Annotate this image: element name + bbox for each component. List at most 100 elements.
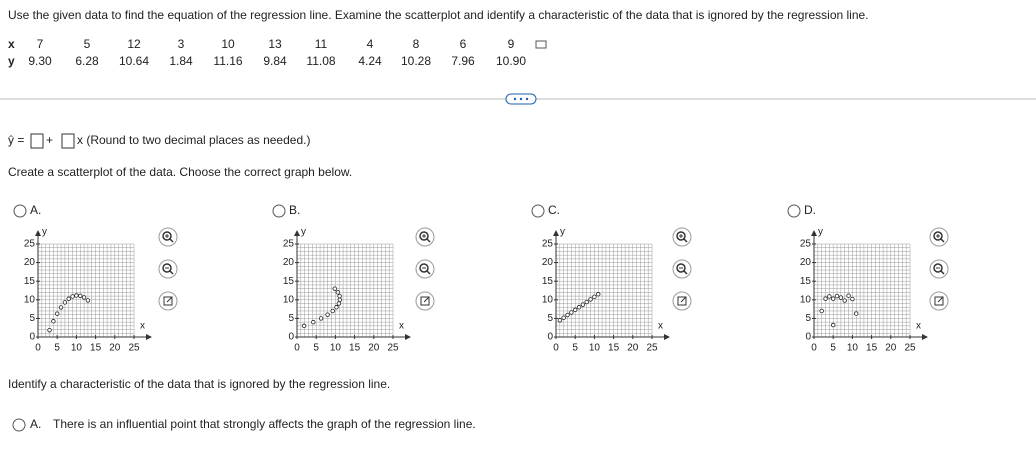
zoom-in[interactable] (415, 227, 435, 247)
table-cell: 11 (315, 37, 328, 51)
icon (676, 263, 686, 273)
y-tick-label: 20 (283, 257, 295, 268)
options: A. x y 0 5 10 15 20 25 0 5 10 15 20 25 B. x y 0 5 10 15 20 25 0 5… (13, 203, 949, 354)
table-cell: 9.84 (263, 54, 287, 68)
icon (169, 238, 174, 243)
point (592, 294, 597, 300)
icon (676, 231, 686, 241)
more-button[interactable] (505, 93, 537, 105)
x-tick-label: 25 (387, 343, 399, 354)
x-tick-label: 25 (904, 343, 916, 354)
radio[interactable] (272, 204, 286, 218)
zoom-out[interactable] (929, 259, 949, 279)
option-label: B. (289, 203, 300, 217)
y-tick-label: 5 (288, 313, 294, 324)
icon (163, 296, 173, 306)
x-tick-label: 20 (627, 343, 639, 354)
point (573, 307, 578, 313)
icon (419, 231, 429, 241)
intercept-input[interactable] (30, 133, 44, 149)
point (580, 302, 586, 307)
x-tick-label: 25 (128, 343, 140, 354)
point (325, 312, 330, 317)
axis-label: y (560, 227, 565, 238)
point (62, 300, 68, 305)
x-tick-label: 20 (885, 343, 897, 354)
point (854, 311, 859, 316)
axis-label: x (399, 321, 404, 332)
point (569, 310, 574, 315)
zoom-in[interactable] (929, 227, 949, 247)
y-tick-label: 25 (800, 239, 812, 250)
y-tick-label: 25 (283, 239, 295, 250)
expand[interactable] (158, 291, 178, 311)
zoom-out[interactable] (415, 259, 435, 279)
y-tick-label: 10 (800, 294, 812, 305)
icon-bg (672, 259, 692, 279)
point (584, 299, 589, 305)
zoom-in[interactable] (672, 227, 692, 247)
radio[interactable] (531, 204, 545, 218)
zoom-in[interactable] (158, 227, 178, 247)
point (70, 294, 75, 299)
y-tick-label: 25 (24, 239, 36, 250)
x-tick-label: 10 (71, 343, 83, 354)
point (51, 319, 56, 324)
y-tick-label: 10 (542, 294, 554, 305)
option-label: D. (804, 203, 816, 217)
point (334, 305, 339, 310)
point (831, 322, 836, 328)
axis-label: x (140, 321, 145, 332)
radio[interactable] (12, 418, 26, 432)
x-tick-label: 20 (368, 343, 380, 354)
x-tick-label: 15 (608, 343, 620, 354)
x-tick-label: 0 (811, 343, 817, 354)
axis-label: x (658, 321, 663, 332)
arrow (922, 334, 928, 340)
y-tick-label: 0 (288, 332, 294, 343)
option: C. x y 0 5 10 15 20 25 0 5 10 15 20 25 (531, 203, 692, 354)
y-tick-label: 0 (29, 332, 35, 343)
expand[interactable] (929, 291, 949, 311)
point (565, 312, 570, 318)
point (78, 293, 83, 298)
zoom-out[interactable] (672, 259, 692, 279)
radio[interactable] (13, 204, 27, 218)
x-tick-label: 0 (294, 343, 300, 354)
y-tick-label: 5 (547, 313, 553, 324)
point (335, 290, 341, 295)
point (301, 323, 307, 329)
expand[interactable] (672, 291, 692, 311)
icon (680, 296, 687, 303)
x-tick-label: 10 (330, 343, 342, 354)
option: D. x y 0 5 10 15 20 25 0 5 10 15 20 25 (787, 203, 949, 354)
icon (934, 296, 944, 306)
icon (420, 296, 430, 306)
y-tick-label: 25 (542, 239, 554, 250)
y-tick-label: 15 (542, 276, 554, 287)
x-tick-label: 10 (589, 343, 601, 354)
point (337, 293, 342, 299)
y-tick-label: 5 (805, 313, 811, 324)
zoom-out[interactable] (158, 259, 178, 279)
arrow (553, 230, 559, 236)
icon (426, 238, 431, 243)
point (336, 301, 342, 306)
copy-icon[interactable] (535, 40, 547, 49)
table-cell: 5 (84, 37, 91, 51)
point (55, 311, 60, 316)
question: Use the given data to find the equation … (8, 8, 869, 22)
icon (162, 263, 172, 273)
y-tick-label: 15 (283, 276, 295, 287)
icon-bg (929, 227, 949, 247)
table-cell: 7 (37, 37, 44, 51)
icon-bg (672, 227, 692, 247)
icon-bg (158, 227, 178, 247)
point (318, 316, 324, 321)
icon (166, 296, 173, 303)
slope-input[interactable] (61, 133, 75, 149)
expand[interactable] (415, 291, 435, 311)
y-tick-label: 20 (800, 257, 812, 268)
icon (423, 296, 430, 303)
radio[interactable] (787, 204, 801, 218)
